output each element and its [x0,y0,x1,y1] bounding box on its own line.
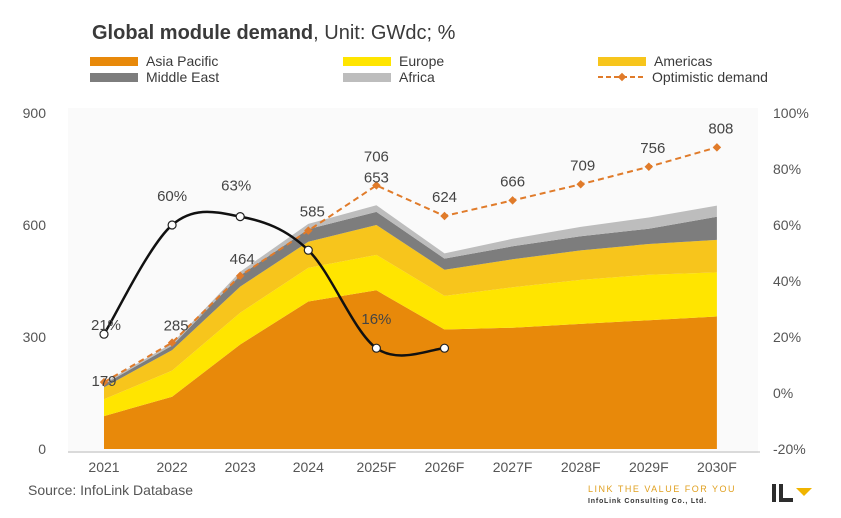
demand-value-label: 585 [300,204,325,221]
legend-swatch-americas [598,56,646,66]
area-middle-east [104,211,717,388]
x-tick-label: 2029F [629,459,669,475]
y-right-tick-label: 80% [773,161,801,177]
legend-middle-east: Middle East [90,69,219,85]
legend-optimistic-demand: Optimistic demand [598,69,768,85]
x-tick-label: 2027F [493,459,533,475]
y-right-tick-label: -20% [773,441,806,457]
y-right-tick-label: 100% [773,105,809,121]
chart-title: Global module demand, Unit: GWdc; % [92,22,455,45]
x-tick-label: 2026F [425,459,465,475]
demand-value-label: 808 [708,120,733,137]
legend-swatch-europe [343,56,391,66]
x-tick-label: 2028F [561,459,601,475]
growth-rate-marker [167,220,177,230]
optimistic-demand-marker [372,181,381,190]
optimistic-demand-marker [235,271,245,281]
demand-value-label: 285 [164,318,189,335]
demand-value-label-extra: 653 [364,169,389,186]
legend-label: Americas [654,53,713,69]
legend-swatch-africa [343,72,391,82]
legend-label: Africa [399,69,435,85]
chart-title-main: Global module demand [92,22,314,44]
optimistic-demand-marker [304,226,313,235]
infolink-logo-icon [772,484,812,502]
legend-americas: Americas [598,53,712,69]
area-asia-pacific [104,290,717,449]
demand-value-label: 464 [230,251,255,268]
x-tick-label: 2024 [293,459,324,475]
optimistic-demand-marker [167,338,177,347]
growth-rate-marker [439,343,450,353]
y-left-tick-label: 300 [23,329,47,345]
demand-value-label: 624 [432,189,457,206]
optimistic-demand-marker [440,211,449,221]
x-tick-label: 2025F [357,459,397,475]
demand-value-label: 709 [570,157,595,174]
x-tick-label: 2030F [697,459,737,475]
source-note: Source: InfoLink Database [28,482,193,498]
legend-label: Europe [399,53,445,69]
y-right-tick-label: 60% [773,217,801,233]
area-africa [104,205,717,385]
y-right-tick-label: 40% [773,273,801,289]
demand-value-label: 706 [364,148,389,165]
y-left-tick-label: 900 [23,105,47,121]
x-tick-label: 2022 [157,459,188,475]
growth-rate-label: 16% [361,311,391,328]
brand-company: InfoLink Consulting Co., Ltd. [588,498,707,505]
y-right-tick-label: 0% [773,385,793,401]
growth-rate-label: 63% [221,178,251,195]
demand-value-label: 666 [500,173,525,190]
legend-asia-pacific: Asia Pacific [90,53,218,69]
legend-swatch-middle-east [90,72,138,82]
area-americas [104,225,717,400]
growth-rate-marker [303,245,313,255]
legend-swatch-asia-pacific [90,56,138,66]
chart-title-unit: , Unit: GWdc; % [313,22,456,44]
optimistic-demand-line [103,146,718,384]
y-left-tick-label: 0 [38,441,46,457]
growth-rate-marker [371,343,381,353]
growth-rate-label: 21% [91,317,121,334]
growth-rate-marker [235,212,245,222]
legend-africa: Africa [343,69,435,85]
area-europe [104,254,717,417]
x-tick-label: 2023 [225,459,256,475]
legend-label: Asia Pacific [146,53,219,69]
demand-value-label: 179 [91,373,116,390]
legend-dash-icon [598,72,646,82]
legend-label: Optimistic demand [652,69,768,85]
optimistic-demand-marker [99,377,109,387]
growth-rate-marker [99,329,109,339]
legend-label: Middle East [146,69,220,85]
x-tick-label: 2021 [88,459,119,475]
y-left-tick-label: 600 [23,217,47,233]
y-right-tick-label: 20% [773,329,801,345]
demand-value-label: 756 [640,140,665,157]
brand-tagline: LINK THE VALUE FOR YOU [588,484,737,494]
legend-europe: Europe [343,53,444,69]
optimistic-demand-marker [508,196,517,205]
growth-rate-label: 60% [157,188,187,205]
